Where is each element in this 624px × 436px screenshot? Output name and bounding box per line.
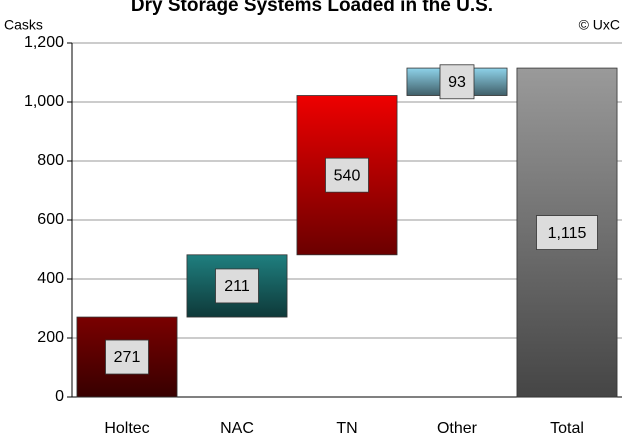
y-tick-label: 200 — [37, 329, 64, 346]
x-tick-label: Total — [550, 420, 584, 436]
value-label: 271 — [114, 349, 141, 366]
y-tick-label: 400 — [37, 270, 64, 287]
value-label-box — [439, 64, 475, 100]
value-label-box — [105, 339, 149, 375]
x-tick-label: Holtec — [104, 420, 149, 436]
y-tick-label: 800 — [37, 152, 64, 169]
x-tick-label: NAC — [220, 420, 254, 436]
y-tick-label: 0 — [55, 388, 64, 405]
value-label: 540 — [334, 167, 361, 184]
value-label-box — [325, 157, 369, 193]
chart-title: Dry Storage Systems Loaded in the U.S. — [131, 0, 493, 16]
x-tick-label: TN — [336, 420, 357, 436]
value-label: 93 — [448, 74, 466, 91]
value-label: 1,115 — [548, 225, 587, 242]
value-label-box — [536, 215, 598, 250]
annotation: © UxC — [579, 17, 620, 33]
value-label: 211 — [224, 278, 250, 295]
value-label-box — [215, 268, 259, 304]
x-tick-label: Other — [437, 420, 478, 436]
y-axis-label: Casks — [4, 17, 43, 33]
y-tick-label: 1,000 — [24, 93, 64, 110]
y-tick-label: 1,200 — [24, 34, 64, 51]
y-tick-label: 600 — [37, 211, 64, 228]
